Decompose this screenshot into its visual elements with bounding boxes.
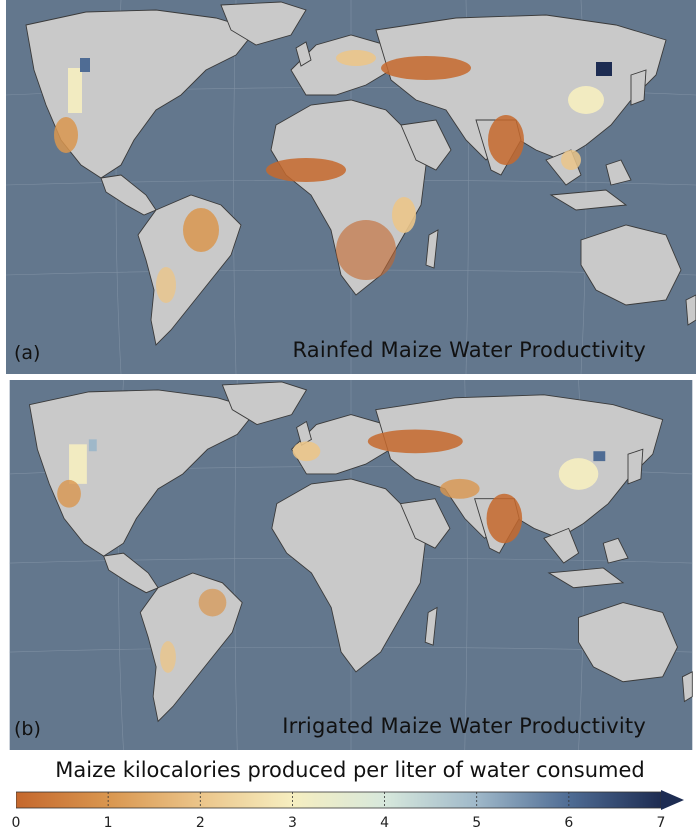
panel-a-tag: (a) — [14, 342, 41, 364]
colorbar-tick-label: 0 — [11, 815, 21, 831]
world-map-rainfed — [6, 0, 696, 374]
panel-b-title: Irrigated Maize Water Productivity — [282, 714, 646, 738]
world-map-irrigated — [9, 380, 693, 750]
colorbar-extend-arrow — [661, 790, 684, 810]
colorbar-tick-label: 4 — [380, 815, 390, 831]
colorbar-tick-label: 1 — [103, 815, 113, 831]
colorbar-tick-label: 3 — [287, 815, 297, 831]
colorbar-bar — [16, 791, 662, 809]
productivity-overlay — [57, 429, 606, 673]
colorbar-ticks — [107, 792, 570, 808]
colorbar-tick-label: 7 — [656, 815, 666, 831]
colorbar-tick-label: 5 — [472, 815, 482, 831]
colorbar-tick-label: 2 — [195, 815, 205, 831]
map-panel-irrigated: (b) Irrigated Maize Water Productivity — [6, 380, 696, 750]
productivity-overlay — [54, 50, 612, 303]
colorbar-title: Maize kilocalories produced per liter of… — [55, 758, 645, 782]
panel-a-title: Rainfed Maize Water Productivity — [292, 338, 646, 362]
colorbar-tick-label: 6 — [564, 815, 574, 831]
map-panel-rainfed: (a) Rainfed Maize Water Productivity — [6, 0, 696, 374]
panel-b-tag: (b) — [14, 718, 41, 740]
colorbar — [16, 790, 684, 810]
